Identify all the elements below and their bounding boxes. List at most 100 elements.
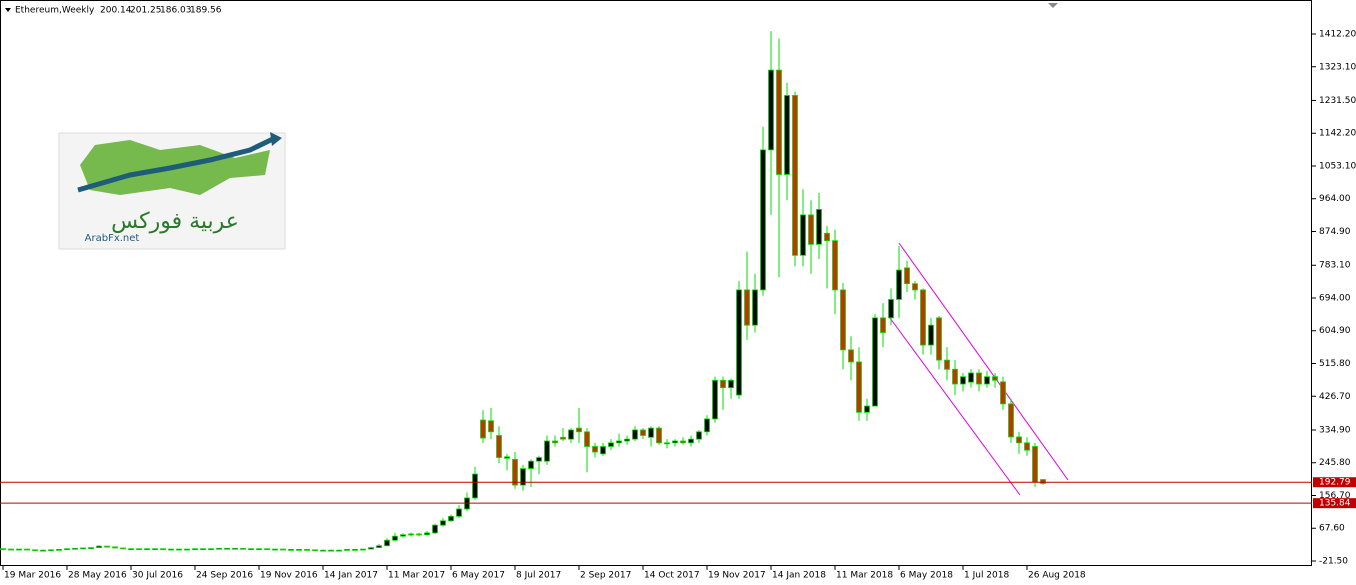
candle-body [160, 548, 166, 551]
candle-body [560, 436, 566, 440]
candle-body [840, 289, 846, 351]
price-level-label: 192.79 [1319, 478, 1351, 488]
chart-title: Ethereum,Weekly [15, 6, 95, 16]
candle-body [640, 429, 646, 436]
y-tick-label: 1231.50 [1319, 96, 1356, 106]
candle-body [96, 545, 102, 548]
y-tick-label: 1142.20 [1319, 129, 1356, 139]
candle-body [288, 549, 294, 551]
candle-body [216, 547, 222, 550]
candle-body [952, 368, 958, 385]
candle-body [424, 532, 430, 536]
candle-body [696, 431, 702, 440]
candle-body [984, 376, 990, 385]
candle-body [608, 442, 614, 447]
candle-body [816, 209, 822, 245]
candle-body [792, 95, 798, 256]
candle-body [256, 548, 262, 551]
candle-body [440, 520, 446, 526]
candle-body [520, 468, 526, 486]
candle-body [152, 548, 158, 551]
candle-body [672, 440, 678, 444]
candle-body [1032, 446, 1038, 483]
candle-body [392, 535, 398, 541]
x-tick-label: 14 Jan 2017 [324, 571, 378, 581]
candle-body [1008, 403, 1014, 438]
y-tick-label: 67.60 [1319, 524, 1345, 534]
candle-body [48, 549, 54, 552]
y-tick-label: 964.00 [1319, 194, 1351, 204]
x-tick-label: 30 Jul 2016 [132, 571, 183, 581]
candle-body [856, 361, 862, 413]
candle-body [800, 214, 806, 256]
candle-body [688, 438, 694, 444]
candle-body [488, 420, 494, 433]
candle-body [168, 548, 174, 551]
candle-body [664, 442, 670, 445]
ohlc-value: 189.56 [190, 6, 222, 16]
candle-body [200, 548, 206, 551]
candle-body [136, 548, 142, 551]
x-tick-label: 19 Nov 2016 [260, 571, 318, 581]
candle-body [624, 438, 630, 442]
x-tick-label: 14 Jan 2018 [772, 571, 826, 581]
candle-body [320, 549, 326, 552]
x-tick-label: 24 Sep 2016 [196, 571, 253, 581]
logo-arrow [77, 135, 277, 193]
candle-body [376, 545, 382, 548]
candle-body [224, 547, 230, 550]
menu-arrow[interactable] [5, 8, 11, 12]
ohlc-value: 186.03 [160, 6, 192, 16]
candle-body [760, 149, 766, 291]
candle-body [480, 419, 486, 439]
candle-body [120, 547, 126, 550]
y-tick-label: 1412.20 [1319, 30, 1356, 40]
candle-body [24, 548, 30, 551]
candle-body [344, 549, 350, 551]
candle-body [888, 299, 894, 319]
channel-upper [898, 242, 1069, 481]
candle-body [712, 379, 718, 420]
candle-body [512, 458, 518, 486]
logo-arrow-head [270, 132, 282, 146]
price-level-tag [1313, 498, 1356, 509]
candle-body [400, 534, 406, 537]
candle-body [208, 548, 214, 551]
x-tick-label: 11 Mar 2017 [388, 571, 445, 581]
candle-body [448, 515, 454, 522]
x-tick-label: 11 Mar 2018 [836, 571, 893, 581]
candle-body [1016, 436, 1022, 444]
candle-body [936, 317, 942, 361]
candle-body [0, 548, 6, 551]
x-tick-label: 6 May 2017 [452, 571, 505, 581]
candle-body [656, 427, 662, 444]
y-tick-label: 874.90 [1319, 227, 1351, 237]
candle-body [736, 289, 742, 396]
candle-body [336, 549, 342, 552]
candle-body [632, 429, 638, 440]
candle-body [112, 546, 118, 549]
candle-body [192, 548, 198, 551]
candle-body [704, 418, 710, 433]
candle-body [864, 405, 870, 413]
x-tick-label: 2 Sep 2017 [580, 571, 631, 581]
price-level-tag [1313, 477, 1356, 488]
candle-body [408, 533, 414, 536]
candle-body [504, 456, 510, 459]
candle-body [944, 359, 950, 370]
candle-body [896, 269, 902, 300]
y-tick-label: -21.50 [1319, 557, 1348, 567]
candle-body [832, 240, 838, 291]
candle-body [600, 446, 606, 455]
candle-body [808, 214, 814, 245]
candle-body [720, 379, 726, 389]
y-tick-label: 783.10 [1319, 261, 1351, 271]
candle-body [248, 548, 254, 551]
y-tick-label: 1323.10 [1319, 62, 1356, 72]
x-tick-label: 6 May 2018 [900, 571, 953, 581]
candle-body [264, 548, 270, 551]
x-tick-label: 19 Nov 2017 [708, 571, 766, 581]
candle-body [848, 349, 854, 363]
candle-body [432, 524, 438, 534]
